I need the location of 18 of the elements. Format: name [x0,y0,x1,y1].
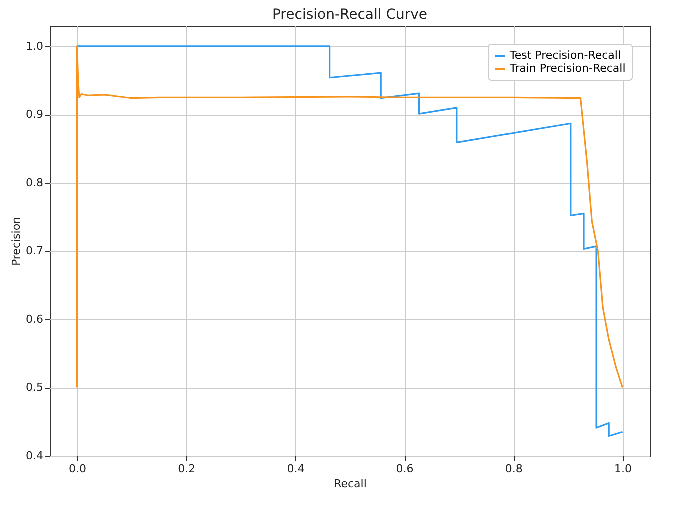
y-tick-label: 0.5 [26,381,44,394]
legend-label: Test Precision-Recall [509,49,622,62]
y-tick-label: 0.9 [26,108,44,122]
y-tick-label: 0.8 [26,176,44,190]
x-tick-label: 0.4 [287,462,305,476]
x-tick-label: 0.0 [69,462,87,476]
y-tick-label: 0.6 [26,312,44,326]
chart-title: Precision-Recall Curve [272,7,428,23]
x-tick-label: 0.2 [178,462,196,476]
y-axis-title: Precision [10,216,24,266]
y-tick-label: 0.4 [26,450,44,462]
legend-label: Train Precision-Recall [509,62,626,75]
x-tick-label: 1.0 [614,462,632,476]
x-axis-title: Recall [334,478,367,490]
x-tick-label: 0.8 [505,462,523,476]
x-tick-label: 0.6 [396,462,414,476]
y-tick-label: 1.0 [26,40,44,53]
y-tick-label: 0.7 [26,244,44,258]
